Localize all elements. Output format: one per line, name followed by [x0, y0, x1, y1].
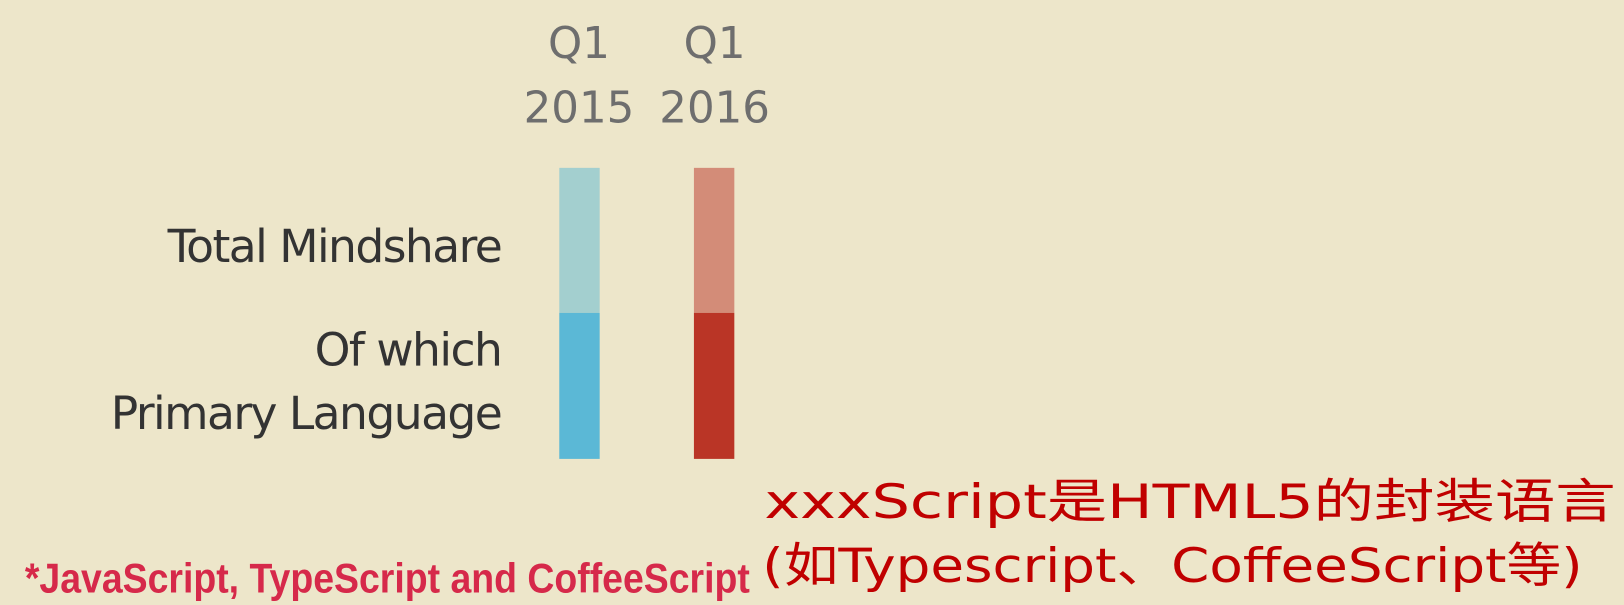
annotation: xxxScript是HTML5的封装语言	[764, 475, 1615, 530]
swatch-primary-2015	[559, 312, 600, 459]
column-year: 2015	[524, 83, 635, 133]
swatch-total-2015	[559, 167, 600, 313]
annotation: (如Typescript、CoffeeScript等)	[762, 539, 1582, 594]
row-label: Of which	[315, 324, 502, 377]
column-quarter: Q1	[684, 19, 746, 69]
column-quarter: Q1	[548, 19, 610, 69]
row-label: Total Mindshare	[167, 220, 502, 273]
row-label: Primary Language	[111, 387, 502, 440]
swatch-primary-2016	[693, 312, 735, 459]
swatch-total-2016	[693, 167, 735, 313]
footnote: *JavaScript, TypeScript and CoffeeScript	[25, 556, 750, 602]
column-year: 2016	[659, 83, 770, 133]
